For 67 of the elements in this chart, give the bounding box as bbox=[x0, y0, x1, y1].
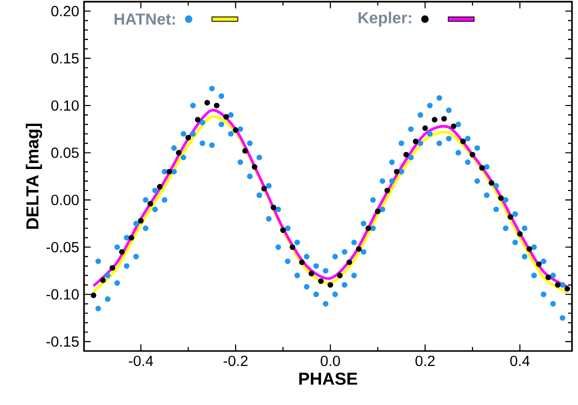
y-tick-label: 0.15 bbox=[51, 53, 79, 64]
point bbox=[546, 274, 552, 280]
y-tick-label: 0.10 bbox=[51, 100, 79, 111]
y-tick-label: -0.10 bbox=[46, 289, 79, 300]
point bbox=[308, 270, 314, 276]
point bbox=[554, 282, 561, 288]
point bbox=[356, 246, 362, 252]
point bbox=[214, 102, 220, 108]
point bbox=[128, 234, 134, 241]
y-tick-label: 0.00 bbox=[51, 194, 79, 206]
point bbox=[138, 218, 144, 224]
point bbox=[242, 148, 248, 154]
legend-label: Kepler: bbox=[358, 12, 412, 27]
point bbox=[374, 208, 381, 214]
point bbox=[441, 116, 447, 122]
point bbox=[299, 259, 305, 266]
point bbox=[460, 138, 466, 144]
point bbox=[185, 134, 192, 140]
point bbox=[346, 259, 352, 266]
point bbox=[328, 282, 334, 288]
point bbox=[270, 204, 276, 210]
point bbox=[290, 244, 296, 250]
y-tick-label: -0.15 bbox=[46, 336, 79, 347]
point bbox=[157, 184, 163, 190]
point bbox=[100, 277, 106, 283]
point bbox=[508, 214, 514, 220]
legend-label: HATNet: bbox=[114, 14, 175, 25]
point bbox=[488, 180, 494, 186]
point bbox=[536, 261, 542, 267]
y-tick-label: 0.05 bbox=[51, 148, 79, 158]
x-tick-label: 0.4 bbox=[510, 356, 530, 366]
point bbox=[517, 231, 523, 237]
point bbox=[394, 168, 400, 174]
point bbox=[223, 114, 229, 120]
x-tick-label: 0.0 bbox=[320, 356, 340, 366]
x-axis-title: PHASE bbox=[299, 372, 358, 385]
x-tick-label: -0.4 bbox=[128, 356, 154, 366]
point bbox=[110, 265, 116, 271]
point bbox=[384, 188, 390, 194]
point bbox=[148, 200, 154, 207]
point bbox=[90, 292, 96, 298]
y-axis-title: DELTA [mag] bbox=[26, 124, 42, 229]
x-tick-label: -0.2 bbox=[224, 356, 248, 366]
y-tick-label: 0.20 bbox=[51, 6, 79, 16]
point bbox=[204, 100, 210, 106]
point bbox=[412, 138, 418, 144]
point bbox=[498, 195, 504, 201]
point bbox=[470, 152, 476, 158]
point bbox=[432, 116, 438, 122]
point bbox=[166, 168, 172, 174]
point bbox=[194, 116, 201, 122]
point bbox=[119, 249, 125, 255]
point bbox=[365, 225, 372, 232]
point bbox=[422, 125, 428, 131]
point bbox=[261, 186, 267, 192]
point bbox=[479, 165, 485, 171]
point bbox=[176, 150, 182, 156]
point bbox=[232, 127, 238, 133]
point bbox=[526, 246, 532, 252]
point bbox=[280, 227, 286, 233]
point bbox=[252, 164, 258, 170]
point bbox=[403, 152, 409, 158]
point bbox=[450, 123, 456, 130]
x-tick-label: 0.2 bbox=[415, 356, 435, 366]
point bbox=[318, 278, 324, 284]
point bbox=[337, 272, 343, 278]
y-tick-label: -0.05 bbox=[46, 242, 79, 252]
